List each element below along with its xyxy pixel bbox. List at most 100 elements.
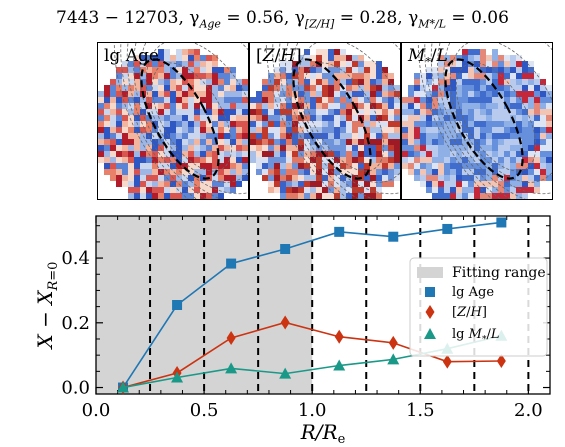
map-pixel bbox=[164, 85, 170, 91]
map-pixel bbox=[504, 73, 510, 79]
map-pixel bbox=[152, 121, 158, 127]
map-pixel bbox=[468, 133, 474, 139]
figure-title: 7443 − 12703, γAge = 0.56, γ[Z/H] = 0.28… bbox=[0, 8, 565, 30]
map-pixel bbox=[462, 151, 468, 157]
map-pixel bbox=[528, 139, 534, 145]
map-pixel bbox=[358, 151, 364, 157]
map-pixel bbox=[358, 169, 364, 175]
map-pixel bbox=[256, 115, 262, 121]
map-pixel bbox=[510, 187, 516, 193]
map-pixel bbox=[292, 121, 298, 127]
map-pixel bbox=[438, 127, 444, 133]
map-pixel bbox=[280, 73, 286, 79]
map-pixel bbox=[176, 163, 182, 169]
map-pixel bbox=[286, 115, 292, 121]
map-pixel bbox=[438, 145, 444, 151]
map-pixel bbox=[146, 181, 152, 187]
map-pixel bbox=[346, 193, 352, 199]
map-pixel bbox=[218, 109, 224, 115]
map-pixel bbox=[462, 61, 468, 67]
map-pixel bbox=[194, 91, 200, 97]
map-pixel bbox=[322, 115, 328, 121]
map-pixel bbox=[474, 127, 480, 133]
map-pixel bbox=[364, 103, 370, 109]
map-pixel bbox=[310, 169, 316, 175]
map-pixel bbox=[528, 127, 534, 133]
map-pixel bbox=[256, 121, 262, 127]
map-pixel bbox=[498, 163, 504, 169]
map-pixel bbox=[468, 55, 474, 61]
map-pixel bbox=[340, 181, 346, 187]
map-pixel bbox=[420, 175, 426, 181]
map-pixel bbox=[540, 91, 546, 97]
map-pixel bbox=[462, 133, 468, 139]
map-pixel bbox=[382, 145, 388, 151]
map-pixel bbox=[236, 175, 242, 181]
map-pixel bbox=[164, 49, 170, 55]
map-pixel bbox=[328, 97, 334, 103]
map-pixel bbox=[420, 181, 426, 187]
map-pixel bbox=[388, 139, 394, 145]
map-pixel bbox=[280, 109, 286, 115]
map-pixel bbox=[334, 97, 340, 103]
map-pixel bbox=[340, 79, 346, 85]
map-pixel bbox=[128, 151, 134, 157]
map-pixel bbox=[122, 157, 128, 163]
map-pixel bbox=[456, 67, 462, 73]
map-pixel bbox=[540, 115, 546, 121]
map-pixel bbox=[456, 163, 462, 169]
map-pixel bbox=[352, 127, 358, 133]
map-pixel bbox=[364, 145, 370, 151]
map-pixel bbox=[456, 115, 462, 121]
map-pixel bbox=[194, 181, 200, 187]
map-pixel bbox=[474, 97, 480, 103]
map-pixel bbox=[286, 169, 292, 175]
map-pixel bbox=[292, 151, 298, 157]
map-pixel bbox=[104, 115, 110, 121]
map-pixel bbox=[376, 145, 382, 151]
map-pixel bbox=[468, 91, 474, 97]
map-pixel bbox=[402, 139, 408, 145]
map-pixel bbox=[176, 169, 182, 175]
map-pixel bbox=[146, 145, 152, 151]
map-pixel bbox=[370, 187, 376, 193]
map-pixel bbox=[218, 91, 224, 97]
map-pixel bbox=[432, 121, 438, 127]
map-pixel bbox=[268, 181, 274, 187]
map-pixel bbox=[286, 127, 292, 133]
map-pixel bbox=[528, 187, 534, 193]
map-pixel bbox=[274, 115, 280, 121]
map-pixel bbox=[140, 151, 146, 157]
map-pixel bbox=[516, 79, 522, 85]
map-pixel bbox=[334, 85, 340, 91]
map-pixel bbox=[522, 61, 528, 67]
map-pixel bbox=[364, 187, 370, 193]
map-pixel bbox=[540, 133, 546, 139]
map-pixel bbox=[104, 103, 110, 109]
map-pixel bbox=[236, 139, 242, 145]
map-pixel bbox=[510, 193, 516, 199]
map-pixel bbox=[432, 163, 438, 169]
map-pixel bbox=[468, 145, 474, 151]
map-pixel bbox=[486, 151, 492, 157]
map-pixel bbox=[438, 55, 444, 61]
map-pixel bbox=[140, 187, 146, 193]
map-pixel bbox=[504, 139, 510, 145]
map-pixel bbox=[152, 139, 158, 145]
map-pixel bbox=[292, 163, 298, 169]
map-pixel bbox=[388, 79, 394, 85]
title-gamma-zh: γ[Z/H] = 0.28, bbox=[294, 8, 403, 31]
map-pixel bbox=[480, 85, 486, 91]
map-pixel bbox=[414, 79, 420, 85]
map-pixel bbox=[510, 91, 516, 97]
map-pixel bbox=[242, 127, 248, 133]
map-pixel bbox=[382, 73, 388, 79]
map-pixel bbox=[104, 133, 110, 139]
map-pixel bbox=[152, 187, 158, 193]
map-pixel bbox=[116, 121, 122, 127]
map-pixel bbox=[322, 103, 328, 109]
map-pixel bbox=[522, 103, 528, 109]
map-pixel bbox=[510, 127, 516, 133]
map-pixel bbox=[310, 91, 316, 97]
map-pixel bbox=[262, 139, 268, 145]
